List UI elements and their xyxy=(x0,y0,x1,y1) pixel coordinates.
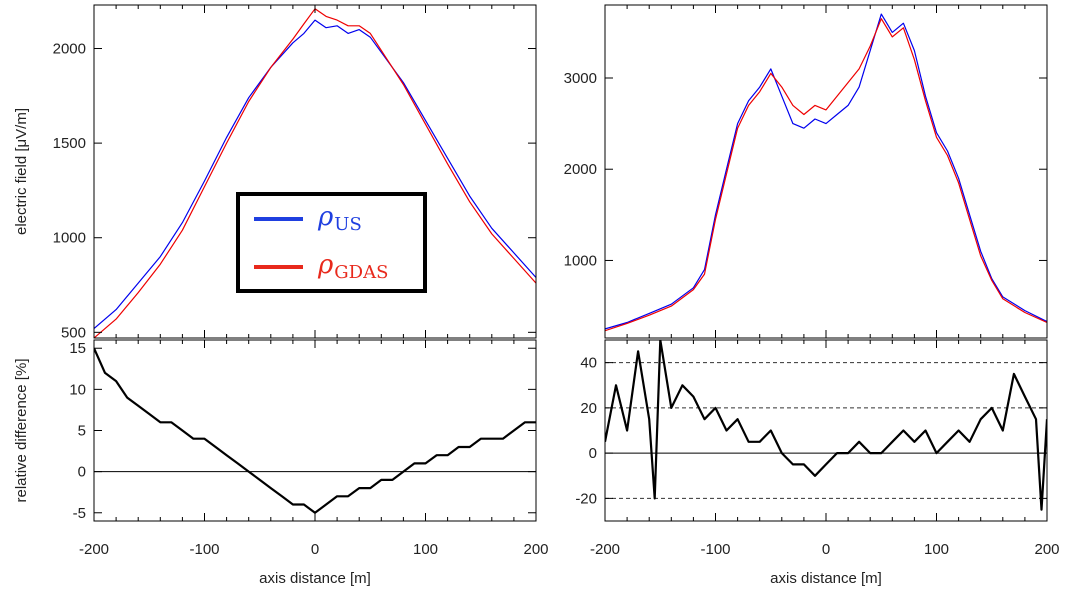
y-tick-label: 1500 xyxy=(53,135,86,152)
y-tick-label: -20 xyxy=(575,490,597,507)
y-axis-label: electric field [μV/m] xyxy=(13,108,30,235)
y-tick-label: 20 xyxy=(580,400,597,417)
x-tick-label: 0 xyxy=(311,541,319,558)
y-axis-label: relative difference [%] xyxy=(13,359,30,503)
plot-frame xyxy=(604,339,1048,522)
series-line-0 xyxy=(94,347,536,514)
y-tick-label: 3000 xyxy=(564,70,597,87)
y-tick-label: -5 xyxy=(73,505,86,522)
series-line-0 xyxy=(605,13,1047,330)
x-tick-label: -100 xyxy=(700,541,730,558)
x-tick-label: -200 xyxy=(590,541,620,558)
y-tick-label: 10 xyxy=(69,381,86,398)
y-tick-label: 40 xyxy=(580,355,597,372)
legend-entry: ρUS xyxy=(317,202,362,235)
legend-box xyxy=(236,192,427,293)
y-tick-label: 1000 xyxy=(53,230,86,247)
x-tick-label: 100 xyxy=(413,541,438,558)
y-tick-label: 500 xyxy=(61,324,86,341)
y-tick-label: 2000 xyxy=(564,161,597,178)
y-tick-label: 0 xyxy=(589,445,597,462)
legend-entry: ρGDAS xyxy=(317,250,388,283)
x-tick-label: 100 xyxy=(924,541,949,558)
x-tick-label: 200 xyxy=(523,541,548,558)
x-tick-label: -200 xyxy=(79,541,109,558)
y-tick-label: 0 xyxy=(78,464,86,481)
plot-frame xyxy=(93,339,537,522)
x-tick-label: 0 xyxy=(822,541,830,558)
series-line-0 xyxy=(605,340,1047,511)
x-tick-label: 200 xyxy=(1034,541,1059,558)
x-tick-label: -100 xyxy=(189,541,219,558)
plot-frame xyxy=(604,4,1048,339)
y-tick-label: 1000 xyxy=(564,252,597,269)
panel-right-top: 1000 2000 3000 xyxy=(564,4,1048,339)
y-tick-label: 15 xyxy=(69,340,86,357)
legend: ρUS ρGDAS xyxy=(236,192,427,293)
x-axis-label: axis distance [m] xyxy=(259,570,371,587)
x-axis-label: axis distance [m] xyxy=(770,570,882,587)
series-line-1 xyxy=(94,8,536,338)
y-tick-label: 5 xyxy=(78,423,86,440)
y-tick-label: 2000 xyxy=(53,41,86,58)
series-line-0 xyxy=(94,19,536,329)
panel-left-bottom: -5 0 5 10 15 -200 -100 0 100 200 axis distance [m]… xyxy=(13,339,549,587)
series-line-1 xyxy=(605,18,1047,332)
